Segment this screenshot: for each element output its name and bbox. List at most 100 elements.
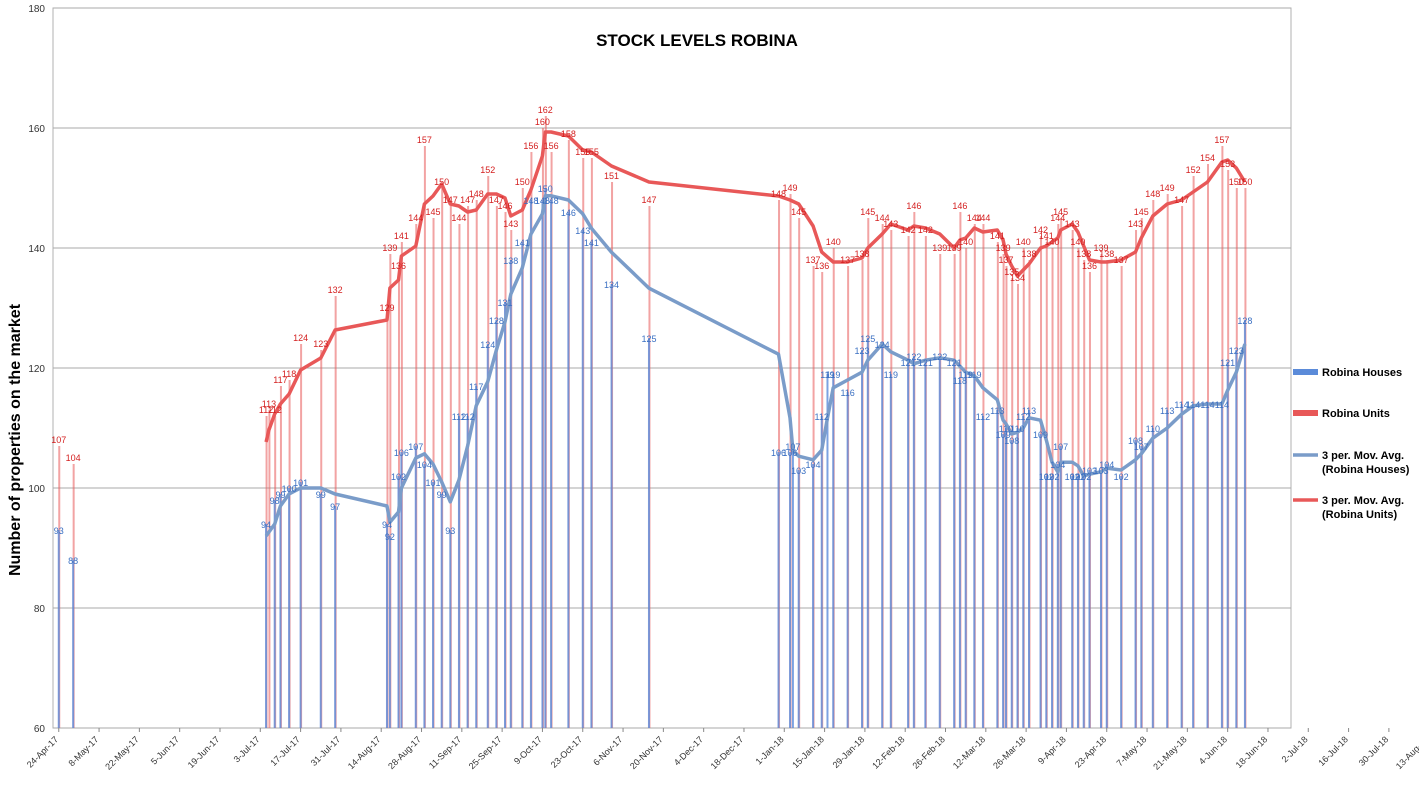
bar-robina-houses	[1151, 428, 1154, 728]
legend-label: Robina Houses	[1322, 367, 1402, 379]
bar-robina-houses	[581, 230, 584, 728]
data-label-robina-units: 152	[1186, 165, 1201, 175]
data-label-robina-houses: 100	[282, 484, 297, 494]
bar-robina-houses	[486, 344, 489, 728]
bar-robina-houses	[924, 362, 927, 728]
data-label-robina-units: 118	[282, 369, 296, 379]
data-label-robina-units: 156	[523, 141, 538, 151]
bar-robina-houses	[72, 560, 75, 728]
data-label-robina-houses: 88	[68, 556, 78, 566]
data-label-robina-units: 139	[382, 243, 397, 253]
bar-robina-units	[423, 146, 426, 728]
data-label-robina-units: 144	[967, 213, 982, 223]
bar-robina-houses	[1243, 320, 1246, 728]
bar-robina-houses	[1051, 476, 1054, 728]
bar-robina-houses	[457, 416, 460, 728]
data-label-robina-units: 157	[417, 135, 432, 145]
data-label-robina-houses: 114	[1215, 400, 1229, 410]
data-label-robina-units: 148	[469, 189, 484, 199]
data-label-robina-houses: 148	[535, 196, 550, 206]
bar-robina-houses	[647, 338, 650, 728]
bar-robina-houses	[1120, 476, 1123, 728]
y-tick-label: 80	[34, 604, 46, 615]
data-label-robina-units: 134	[1010, 273, 1025, 283]
data-label-robina-units: 138	[1099, 249, 1114, 259]
data-label-robina-units: 144	[408, 213, 423, 223]
data-label-robina-units: 140	[1045, 237, 1060, 247]
data-label-robina-units: 145	[791, 207, 806, 217]
bar-robina-houses	[981, 416, 984, 728]
data-label-robina-houses: 107	[1134, 442, 1149, 452]
data-label-robina-houses: 119	[826, 370, 840, 380]
bar-robina-houses	[440, 494, 443, 728]
data-label-robina-units: 156	[544, 141, 559, 151]
data-label-robina-houses: 104	[1050, 460, 1065, 470]
bar-robina-houses	[504, 302, 507, 728]
bar-robina-houses	[1220, 404, 1223, 728]
data-label-robina-houses: 125	[641, 334, 656, 344]
data-label-robina-houses: 122	[906, 352, 921, 362]
bar-robina-houses	[866, 338, 869, 728]
data-label-robina-units: 139	[947, 243, 962, 253]
data-label-robina-units: 158	[561, 129, 576, 139]
data-label-robina-units: 145	[426, 207, 441, 217]
bar-robina-houses	[1180, 404, 1183, 728]
data-label-robina-units: 132	[328, 285, 343, 295]
data-label-robina-houses: 150	[538, 184, 553, 194]
bar-robina-houses	[777, 452, 780, 728]
bar-robina-houses	[1022, 416, 1025, 728]
data-label-robina-houses: 121	[947, 358, 962, 368]
data-label-robina-units: 162	[538, 105, 553, 115]
data-label-robina-units: 104	[66, 453, 81, 463]
bar-robina-houses	[423, 464, 426, 728]
bar-robina-houses	[1059, 446, 1062, 728]
legend-label: Robina Units	[1322, 408, 1390, 420]
legend-label: (Robina Houses)	[1322, 464, 1410, 476]
data-label-robina-houses: 113	[1022, 406, 1036, 416]
data-label-robina-houses: 97	[330, 502, 340, 512]
data-label-robina-units: 144	[1050, 213, 1065, 223]
data-label-robina-units: 129	[379, 303, 394, 313]
data-label-robina-units: 140	[1070, 237, 1085, 247]
bar-robina-houses	[832, 374, 835, 728]
data-label-robina-houses: 141	[584, 238, 599, 248]
data-label-robina-units: 142	[918, 225, 933, 235]
y-tick-label: 180	[28, 4, 45, 15]
data-label-robina-houses: 119	[967, 370, 981, 380]
bar-robina-houses	[889, 374, 892, 728]
data-label-robina-units: 150	[515, 177, 530, 187]
data-label-robina-units: 147	[641, 195, 656, 205]
bar-robina-houses	[495, 320, 498, 728]
data-label-robina-houses: 121	[1220, 358, 1235, 368]
bar-robina-houses	[1206, 404, 1209, 728]
data-label-robina-houses: 106	[394, 448, 409, 458]
bar-robina-houses	[791, 446, 794, 728]
bar-robina-houses	[509, 260, 512, 728]
bar-robina-houses	[826, 374, 829, 728]
bar-robina-houses	[449, 530, 452, 728]
bar-robina-houses	[273, 500, 276, 728]
data-label-robina-units: 140	[1016, 237, 1031, 247]
data-label-robina-houses: 128	[1237, 316, 1252, 326]
bar-robina-houses	[1016, 428, 1019, 728]
data-label-robina-units: 152	[480, 165, 495, 175]
y-tick-label: 100	[28, 484, 45, 495]
bar-robina-houses	[1134, 440, 1137, 728]
bar-robina-houses	[797, 470, 800, 728]
bar-robina-houses	[319, 494, 322, 728]
bar-robina-houses	[1002, 434, 1005, 728]
data-label-robina-units: 142	[1033, 225, 1048, 235]
moving-avg-robina-units	[264, 130, 1247, 443]
bar-robina-houses	[820, 416, 823, 728]
bar-robina-houses	[953, 362, 956, 728]
data-label-robina-houses: 99	[275, 490, 285, 500]
data-label-robina-houses: 106	[771, 448, 786, 458]
bar-robina-houses	[1071, 476, 1074, 728]
bar-robina-units	[449, 206, 452, 728]
y-tick-label: 140	[28, 244, 45, 255]
data-label-robina-units: 157	[1214, 135, 1229, 145]
data-label-robina-houses: 114	[1174, 400, 1188, 410]
bar-robina-houses	[1166, 410, 1169, 728]
legend-swatch	[1293, 369, 1318, 375]
